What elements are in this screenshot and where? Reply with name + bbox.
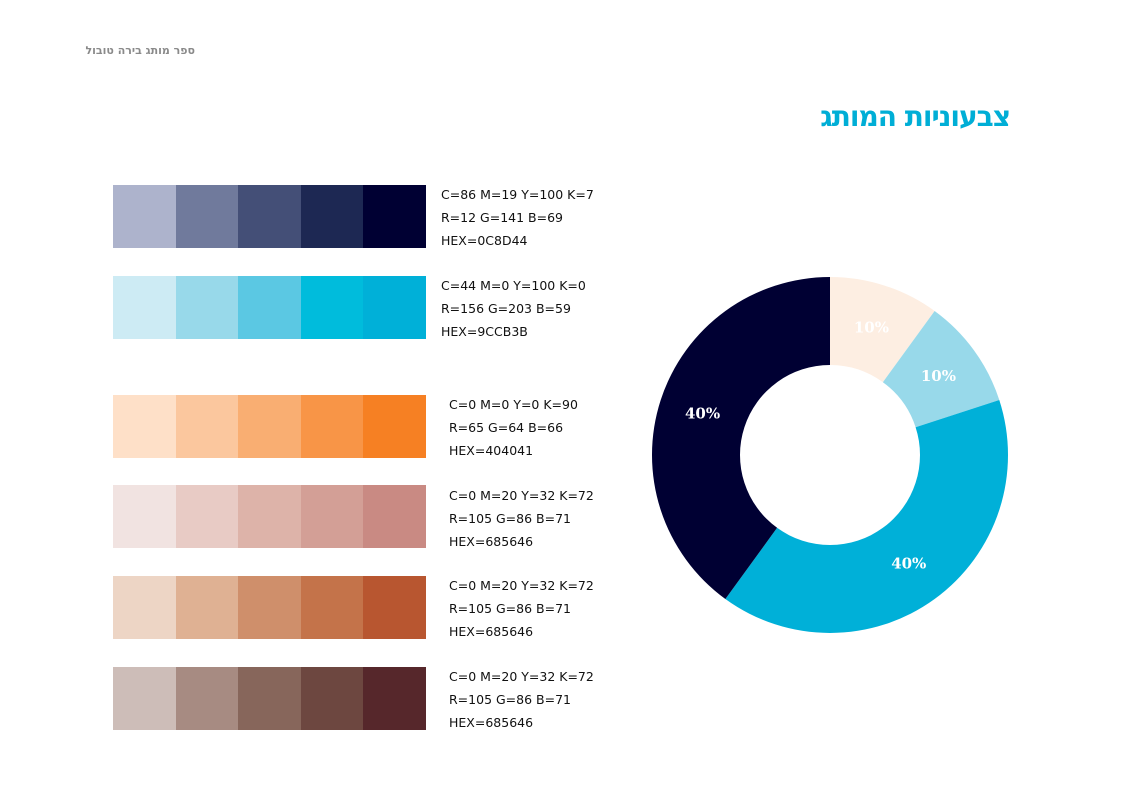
color-swatch-3 (238, 185, 301, 248)
palette-row-copper (113, 576, 426, 639)
palette-row-orange (113, 395, 426, 458)
color-swatch-3 (238, 485, 301, 548)
color-swatch-5 (363, 395, 426, 458)
spec-hex: HEX=685646 (449, 715, 534, 730)
donut-chart: 10% 10% 40% 40% (652, 277, 1008, 633)
spec-cmyk: C=0 M=20 Y=32 K=72 (449, 669, 594, 684)
palette-spec-copper: C=0 M=20 Y=32 K=72 R=105 G=86 B=71 HEX=6… (449, 574, 594, 643)
color-swatch-4 (300, 485, 364, 548)
color-swatch-3 (238, 395, 301, 458)
spec-hex: HEX=685646 (449, 534, 534, 549)
color-swatch-5 (363, 576, 426, 639)
color-swatch-2 (175, 667, 239, 730)
spec-cmyk: C=44 M=0 Y=100 K=0 (441, 278, 586, 293)
palette-row-cyan (113, 276, 426, 339)
color-swatch-5 (363, 667, 426, 730)
spec-cmyk: C=0 M=20 Y=32 K=72 (449, 578, 594, 593)
palette-spec-navy: C=86 M=19 Y=100 K=7 R=12 G=141 B=69 HEX=… (441, 183, 594, 252)
palette-row-brown (113, 667, 426, 730)
spec-cmyk: C=0 M=20 Y=32 K=72 (449, 488, 594, 503)
page-title: צבעוניות המותג (820, 100, 1011, 133)
spec-rgb: R=105 G=86 B=71 (449, 601, 571, 616)
color-swatch-5 (363, 185, 426, 248)
spec-rgb: R=65 G=64 B=66 (449, 420, 564, 435)
spec-hex: HEX=0C8D44 (441, 233, 528, 248)
color-swatch-4 (300, 576, 364, 639)
color-swatch-1 (113, 185, 176, 248)
spec-hex: HEX=404041 (449, 443, 534, 458)
color-swatch-2 (175, 485, 239, 548)
spec-rgb: R=105 G=86 B=71 (449, 692, 571, 707)
palette-spec-brown: C=0 M=20 Y=32 K=72 R=105 G=86 B=71 HEX=6… (449, 665, 594, 734)
donut-label-1: 10% (854, 319, 889, 337)
color-swatch-1 (113, 276, 176, 339)
color-swatch-3 (238, 576, 301, 639)
spec-rgb: R=12 G=141 B=69 (441, 210, 563, 225)
palette-row-navy (113, 185, 426, 248)
spec-hex: HEX=685646 (449, 624, 534, 639)
color-swatch-4 (300, 276, 364, 339)
donut-slice-4 (652, 277, 830, 600)
color-swatch-1 (113, 576, 176, 639)
spec-cmyk: C=0 M=0 Y=0 K=90 (449, 397, 578, 412)
donut-label-4: 40% (685, 405, 720, 423)
color-swatch-2 (175, 576, 239, 639)
color-swatch-2 (175, 185, 239, 248)
palette-spec-cyan: C=44 M=0 Y=100 K=0 R=156 G=203 B=59 HEX=… (441, 274, 586, 343)
donut-slice-1 (830, 277, 935, 383)
color-swatch-1 (113, 395, 176, 458)
color-swatch-3 (238, 276, 301, 339)
donut-slice-2 (882, 310, 1000, 428)
spec-hex: HEX=9CCB3B (441, 324, 528, 339)
color-swatch-5 (363, 276, 426, 339)
color-swatch-4 (300, 395, 364, 458)
color-swatch-4 (300, 667, 364, 730)
spec-rgb: R=156 G=203 B=59 (441, 301, 571, 316)
donut-label-3: 40% (891, 554, 926, 572)
donut-label-2: 10% (921, 367, 956, 385)
spec-rgb: R=105 G=86 B=71 (449, 511, 571, 526)
palette-row-rose (113, 485, 426, 548)
color-swatch-5 (363, 485, 426, 548)
palette-spec-orange: C=0 M=0 Y=0 K=90 R=65 G=64 B=66 HEX=4040… (449, 393, 578, 462)
header-label: ספר מותג בירה טובול (85, 44, 195, 57)
donut-slice-3 (725, 399, 1008, 633)
color-swatch-2 (175, 276, 239, 339)
color-swatch-3 (238, 667, 301, 730)
spec-cmyk: C=86 M=19 Y=100 K=7 (441, 187, 594, 202)
color-swatch-1 (113, 485, 176, 548)
color-swatch-2 (175, 395, 239, 458)
color-swatch-4 (300, 185, 364, 248)
color-swatch-1 (113, 667, 176, 730)
palette-spec-rose: C=0 M=20 Y=32 K=72 R=105 G=86 B=71 HEX=6… (449, 484, 594, 553)
